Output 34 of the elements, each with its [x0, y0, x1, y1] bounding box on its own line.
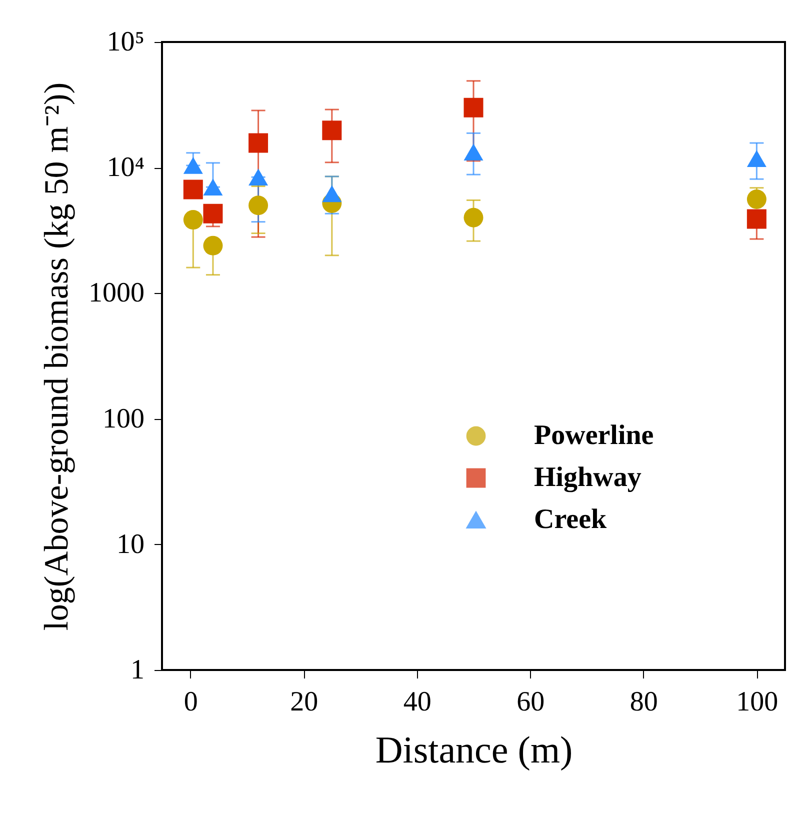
point — [322, 185, 342, 202]
point — [464, 144, 484, 160]
x-tick-label: 40 — [403, 686, 432, 718]
legend-label: Powerline — [534, 420, 654, 451]
point — [248, 168, 268, 186]
y-axis-title: log(Above-ground biomass (kg 50 m⁻²)) — [38, 82, 76, 631]
x-tick-label: 100 — [736, 686, 778, 718]
x-tick-label: 60 — [516, 686, 545, 718]
x-tick-label: 0 — [184, 686, 198, 718]
point — [464, 98, 484, 118]
point — [322, 120, 342, 140]
y-tick-label: 10⁴ — [106, 152, 144, 184]
point — [183, 180, 203, 200]
legend-label: Highway — [534, 462, 642, 493]
point — [203, 204, 223, 224]
y-tick-label: 100 — [102, 403, 144, 434]
y-tick-label: 1 — [130, 654, 144, 686]
point — [248, 133, 268, 153]
point — [464, 208, 484, 228]
x-tick-label: 80 — [630, 686, 658, 718]
point — [746, 190, 766, 209]
point — [746, 150, 766, 168]
point — [183, 157, 203, 174]
x-axis-title: Distance (m) — [375, 730, 573, 772]
y-tick-label: 1000 — [88, 278, 144, 309]
point — [203, 236, 223, 256]
point — [203, 178, 223, 196]
point — [248, 196, 268, 216]
point — [183, 210, 203, 230]
x-tick-label: 20 — [290, 686, 318, 718]
point — [746, 209, 766, 229]
y-tick-label: 10⁵ — [106, 26, 144, 58]
y-tick-label: 10 — [116, 528, 144, 560]
legend-label: Creek — [534, 504, 607, 535]
